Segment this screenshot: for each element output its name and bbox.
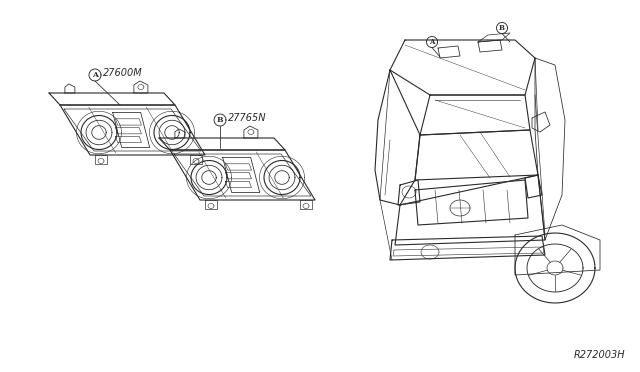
Text: A: A	[429, 38, 435, 46]
Text: B: B	[499, 24, 505, 32]
Text: R272003H: R272003H	[573, 350, 625, 360]
Text: B: B	[217, 116, 223, 124]
Text: 27600M: 27600M	[103, 68, 143, 78]
Text: A: A	[92, 71, 98, 79]
Text: 27765N: 27765N	[228, 113, 266, 123]
